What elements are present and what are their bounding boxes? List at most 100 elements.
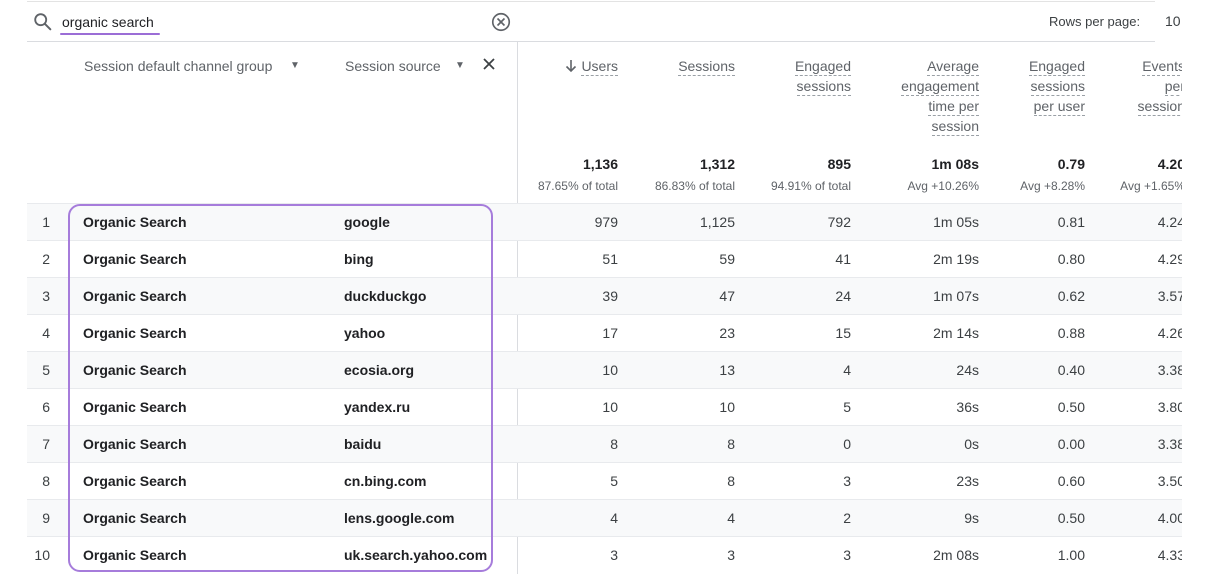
- dimension-header-secondary[interactable]: Session source: [345, 58, 441, 74]
- search-input-underline: [60, 33, 160, 35]
- metric-value-cell: 8: [610, 436, 618, 452]
- session-source-cell: lens.google.com: [344, 510, 455, 526]
- metric-header-3[interactable]: Average engagement time per session: [829, 56, 979, 136]
- dimension-header-primary[interactable]: Session default channel group: [84, 58, 273, 74]
- table-row[interactable]: 8 Organic Search cn.bing.com 5 8 3 23s 0.60 3.50: [27, 462, 1182, 499]
- metric-header-4[interactable]: Engaged sessions per user: [935, 56, 1085, 116]
- metric-value-cell: 10: [602, 399, 618, 415]
- metric-value-cell: 39: [602, 288, 618, 304]
- top-divider: [27, 1, 1155, 2]
- metric-value-cell: 24s: [956, 362, 979, 378]
- metric-value-cell: 4.33: [1157, 547, 1182, 563]
- row-divider: [27, 425, 1182, 426]
- metric-header-line: Average: [927, 58, 979, 76]
- row-divider: [27, 203, 1182, 204]
- metric-value-cell: 47: [719, 288, 735, 304]
- row-index: 8: [42, 473, 50, 489]
- metric-value-cell: 1m 07s: [933, 288, 979, 304]
- metric-value-cell: 1.00: [1057, 547, 1085, 563]
- session-source-cell: baidu: [344, 436, 382, 452]
- metric-header-line: time per: [928, 98, 979, 116]
- row-divider: [27, 351, 1182, 352]
- metric-value-cell: 13: [719, 362, 735, 378]
- session-source-cell: yandex.ru: [344, 399, 411, 415]
- table-row[interactable]: 3 Organic Search duckduckgo 39 47 24 1m 07s 0.6…: [27, 277, 1182, 314]
- search-input[interactable]: organic search: [62, 14, 154, 30]
- metric-value-cell: 0.80: [1057, 251, 1085, 267]
- session-source-cell: ecosia.org: [344, 362, 415, 378]
- row-index: 6: [42, 399, 50, 415]
- channel-group-cell: Organic Search: [83, 399, 187, 415]
- metric-value-cell: 4: [610, 510, 618, 526]
- rows-per-page-select[interactable]: 10: [1165, 13, 1181, 29]
- metric-value-cell: 3: [727, 547, 735, 563]
- secondary-dimension-dropdown-icon[interactable]: ▼: [455, 60, 465, 71]
- metric-value-cell: 3.80: [1157, 399, 1182, 415]
- table-row[interactable]: 5 Organic Search ecosia.org 10 13 4 24s 0.40 3.3…: [27, 351, 1182, 388]
- clear-search-icon[interactable]: [490, 11, 512, 33]
- metric-value-cell: 979: [594, 214, 618, 230]
- table-row[interactable]: 1 Organic Search google 979 1,125 792 1m 05s 0.…: [27, 203, 1182, 240]
- report-table-region: organic search Rows per page: 10 Session…: [27, 1, 1182, 574]
- metric-value-cell: 1m 05s: [933, 214, 979, 230]
- metric-value-cell: 4: [727, 510, 735, 526]
- row-index: 3: [42, 288, 50, 304]
- header-divider: [27, 41, 1155, 42]
- row-index: 9: [42, 510, 50, 526]
- metric-value-cell: 2: [843, 510, 851, 526]
- channel-group-cell: Organic Search: [83, 473, 187, 489]
- metric-value-cell: 0.81: [1057, 214, 1085, 230]
- remove-secondary-dimension-icon[interactable]: [481, 56, 497, 72]
- metric-value-cell: 41: [835, 251, 851, 267]
- metric-header-line: engagement: [901, 78, 979, 96]
- metric-value-cell: 0.62: [1057, 288, 1085, 304]
- metric-total-percentage: 94.91% of total: [770, 179, 851, 193]
- metric-value-cell: 2m 14s: [933, 325, 979, 341]
- row-divider: [27, 314, 1182, 315]
- row-index: 5: [42, 362, 50, 378]
- metric-value-cell: 0.50: [1057, 399, 1085, 415]
- metric-value-cell: 4.24: [1157, 214, 1182, 230]
- table-row[interactable]: 4 Organic Search yahoo 17 23 15 2m 14s 0.88 4.26: [27, 314, 1182, 351]
- metric-total-percentage: Avg +10.26%: [907, 179, 979, 193]
- metric-value-cell: 5: [843, 399, 851, 415]
- metric-total: 1,312: [699, 156, 735, 172]
- metric-value-cell: 0: [843, 436, 851, 452]
- table-row[interactable]: 10 Organic Search uk.search.yahoo.com 3 3 3 2m…: [27, 536, 1182, 573]
- table-row[interactable]: 6 Organic Search yandex.ru 10 10 5 36s 0.50 3.80: [27, 388, 1182, 425]
- metric-total: 4.20: [1157, 156, 1182, 172]
- metric-value-cell: 4.29: [1157, 251, 1182, 267]
- metric-value-cell: 51: [602, 251, 618, 267]
- primary-dimension-dropdown-icon[interactable]: ▼: [290, 60, 300, 71]
- metric-value-cell: 0.60: [1057, 473, 1085, 489]
- table-row[interactable]: 2 Organic Search bing 51 59 41 2m 19s 0.80 4.29: [27, 240, 1182, 277]
- channel-group-cell: Organic Search: [83, 288, 187, 304]
- metric-header-line: sessions: [796, 78, 851, 96]
- metric-value-cell: 23s: [956, 473, 979, 489]
- session-source-cell: cn.bing.com: [344, 473, 427, 489]
- metric-value-cell: 8: [727, 473, 735, 489]
- metric-header-0[interactable]: Users: [468, 56, 618, 76]
- metric-header-2[interactable]: Engaged sessions: [701, 56, 851, 96]
- row-divider: [27, 536, 1182, 537]
- metric-value-cell: 2m 19s: [933, 251, 979, 267]
- session-source-cell: uk.search.yahoo.com: [344, 547, 488, 563]
- row-index: 2: [42, 251, 50, 267]
- sort-descending-icon[interactable]: [565, 59, 577, 73]
- metric-header-line: Sessions: [678, 58, 735, 76]
- channel-group-cell: Organic Search: [83, 436, 187, 452]
- metric-header-line: session: [931, 118, 979, 136]
- metric-header-1[interactable]: Sessions: [585, 56, 735, 76]
- metric-header-line: sessions: [1030, 78, 1085, 96]
- metric-header-line: Engaged: [794, 58, 851, 76]
- table-row[interactable]: 9 Organic Search lens.google.com 4 4 2 9s 0.50 4…: [27, 499, 1182, 536]
- table-row[interactable]: 7 Organic Search baidu 8 8 0 0s 0.00 3.38: [27, 425, 1182, 462]
- row-index: 4: [42, 325, 50, 341]
- search-icon[interactable]: [32, 11, 54, 33]
- metric-header-5[interactable]: Events per session: [1035, 56, 1182, 116]
- channel-group-cell: Organic Search: [83, 547, 187, 563]
- row-divider: [27, 499, 1182, 500]
- metric-total-percentage: 87.65% of total: [537, 179, 618, 193]
- metric-value-cell: 0.40: [1057, 362, 1085, 378]
- metric-value-cell: 10: [602, 362, 618, 378]
